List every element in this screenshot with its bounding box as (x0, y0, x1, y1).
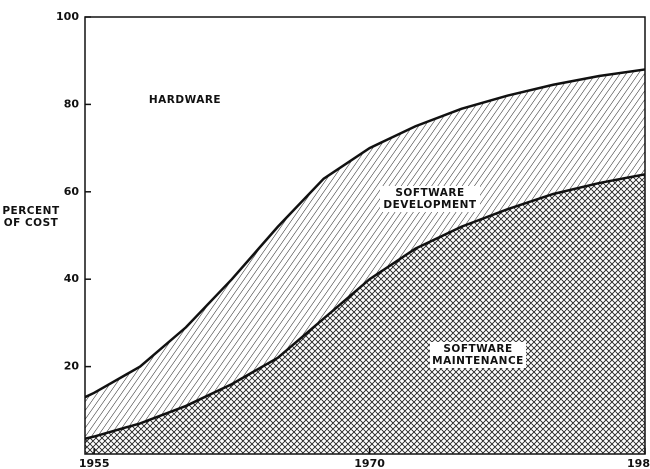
area (85, 69, 645, 439)
legend-label: SOFTWARE MAINTENANCE (430, 342, 526, 368)
y-tick-label: 100 (56, 10, 79, 23)
x-tick-label: 1955 (79, 457, 110, 469)
y-tick-label: 20 (64, 360, 80, 373)
x-tick-label: 1970 (354, 457, 385, 469)
x-tick-label: 198 (627, 457, 650, 469)
boundary-line (84, 68, 646, 399)
plot-frame (84, 16, 646, 455)
y-axis-label: PERCENT OF COST (2, 205, 60, 229)
area (85, 174, 645, 454)
legend-label: HARDWARE (148, 94, 222, 106)
y-tick-label: 60 (64, 185, 80, 198)
y-tick-label: 80 (64, 97, 80, 110)
y-tick-label: 40 (64, 272, 80, 285)
legend-label: SOFTWARE DEVELOPMENT (380, 186, 480, 212)
boundary-line (84, 173, 646, 440)
area (85, 17, 645, 398)
